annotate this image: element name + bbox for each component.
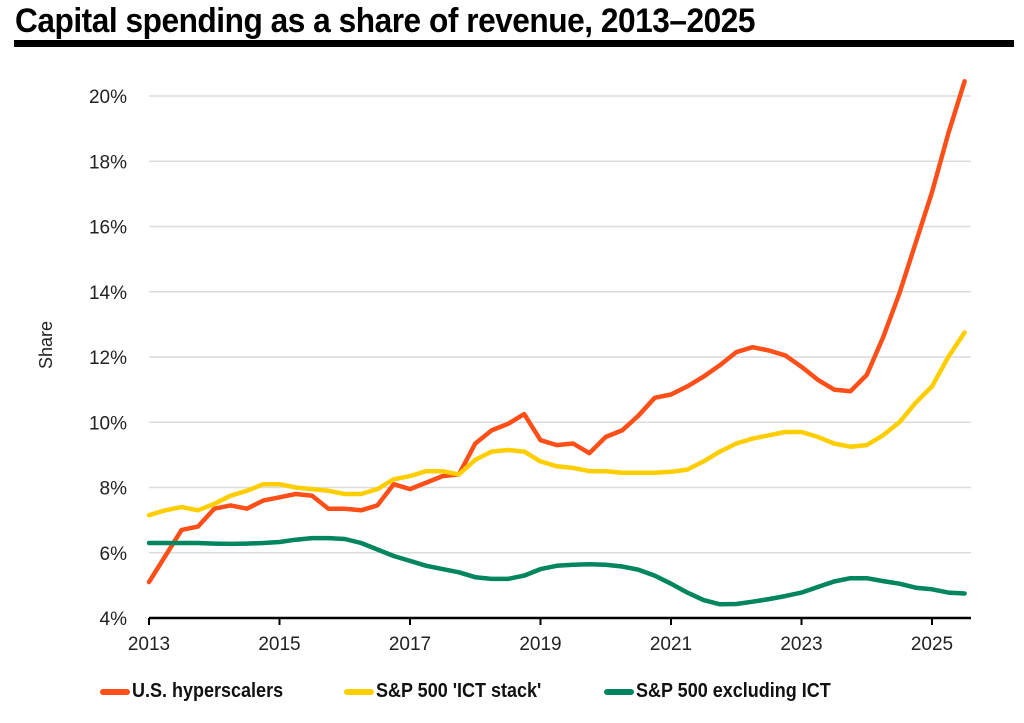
y-tick-label: 12% <box>89 348 127 369</box>
y-tick-label: 4% <box>100 609 128 630</box>
legend-swatch <box>100 688 130 695</box>
series-line-0 <box>146 79 967 585</box>
legend-swatch <box>343 688 374 695</box>
legend-label: S&P 500 excluding ICT <box>635 680 831 702</box>
x-tick-label: 2013 <box>128 634 170 655</box>
x-tick-label: 2015 <box>258 634 300 655</box>
x-tick-label: 2021 <box>650 634 692 655</box>
series-line-2 <box>146 535 967 607</box>
title-divider <box>14 40 1014 47</box>
y-axis-title: Share <box>36 321 56 369</box>
x-tick-label: 2019 <box>519 634 561 655</box>
x-tick-label: 2017 <box>389 634 431 655</box>
y-tick-label: 20% <box>89 87 127 108</box>
y-tick-label: 8% <box>100 479 128 500</box>
y-tick-label: 18% <box>89 152 127 173</box>
y-tick-label: 16% <box>89 218 127 239</box>
y-axis-ticks: 4% 6% 8% 10% 12% 14% 16% 18% 20% <box>89 87 127 630</box>
legend: U.S. hyperscalers S&P 500 'ICT stack' S&P … <box>100 680 896 703</box>
x-tick-label: 2025 <box>911 634 953 655</box>
legend-label: S&P 500 'ICT stack' <box>375 680 542 702</box>
legend-item: S&P 500 excluding ICT <box>603 680 852 703</box>
series-lines <box>146 79 967 607</box>
legend-label: U.S. hyperscalers <box>132 680 284 702</box>
x-axis: 2013 2015 2017 2019 2021 2023 2025 <box>128 616 971 655</box>
legend-item: S&P 500 'ICT stack' <box>343 680 560 703</box>
legend-item: U.S. hyperscalers <box>100 680 300 703</box>
y-tick-label: 10% <box>89 413 127 434</box>
y-tick-label: 6% <box>100 544 128 565</box>
legend-swatch <box>603 688 634 695</box>
chart-title: Capital spending as a share of revenue, … <box>15 2 755 40</box>
y-tick-label: 14% <box>89 283 127 304</box>
x-tick-label: 2023 <box>780 634 822 655</box>
line-chart: 4%6%8%10%12%14%16%18%20% 2013 2015 2017 201… <box>36 79 971 655</box>
series-line-1 <box>146 330 967 518</box>
